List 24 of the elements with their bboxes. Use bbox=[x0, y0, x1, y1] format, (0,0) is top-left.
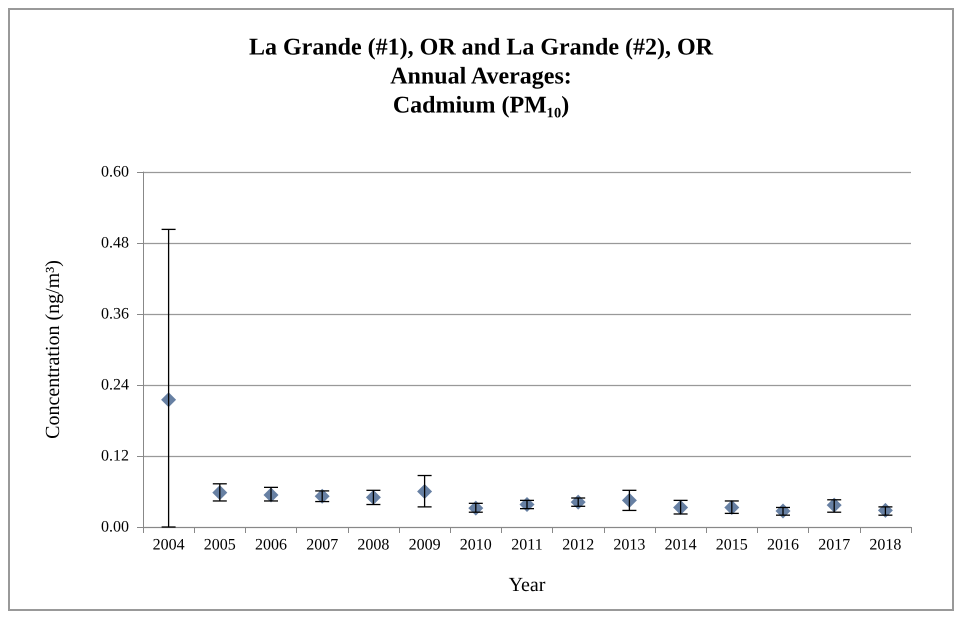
x-tick-label: 2015 bbox=[716, 536, 748, 554]
y-tick-label: 0.48 bbox=[101, 234, 129, 252]
x-tick-label: 2017 bbox=[818, 536, 850, 554]
x-tick-label: 2012 bbox=[562, 536, 594, 554]
x-tick-label: 2010 bbox=[460, 536, 492, 554]
x-axis-title: Year bbox=[508, 574, 546, 596]
x-tick-label: 2008 bbox=[357, 536, 390, 554]
x-tick-label: 2007 bbox=[306, 536, 338, 554]
x-tick-label: 2013 bbox=[613, 536, 646, 554]
y-tick-label: 0.24 bbox=[101, 376, 129, 394]
chart-title: La Grande (#1), OR and La Grande (#2), OR Annual Averages: Cadmium (PM₁₀) bbox=[248, 34, 714, 118]
y-tick-label: 0.00 bbox=[101, 518, 129, 536]
y-axis-title: Concentration (ng/m³) bbox=[42, 260, 64, 439]
y-tick-label: 0.60 bbox=[101, 164, 129, 180]
y-tick-label: 0.36 bbox=[101, 306, 129, 322]
y-tick-label: 0.12 bbox=[101, 448, 129, 464]
x-tick-label: 2006 bbox=[255, 536, 287, 554]
x-tick-label: 2014 bbox=[664, 536, 697, 554]
x-tick-label: 2004 bbox=[152, 536, 185, 554]
x-tick-label: 2011 bbox=[511, 536, 543, 554]
x-tick-label: 2018 bbox=[869, 536, 902, 554]
x-tick-label: 2016 bbox=[767, 536, 799, 554]
x-tick-label: 2009 bbox=[408, 536, 441, 554]
x-tick-label: 2005 bbox=[204, 536, 236, 554]
